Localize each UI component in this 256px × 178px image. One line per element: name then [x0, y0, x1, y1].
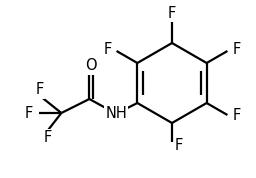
Text: F: F [168, 6, 176, 20]
Text: F: F [232, 43, 241, 57]
Text: F: F [35, 82, 44, 98]
Text: F: F [232, 109, 241, 124]
Text: F: F [25, 106, 33, 121]
Text: F: F [175, 138, 183, 153]
Text: F: F [103, 43, 112, 57]
Text: NH: NH [105, 106, 127, 121]
Text: F: F [43, 130, 51, 145]
Text: O: O [86, 59, 97, 74]
